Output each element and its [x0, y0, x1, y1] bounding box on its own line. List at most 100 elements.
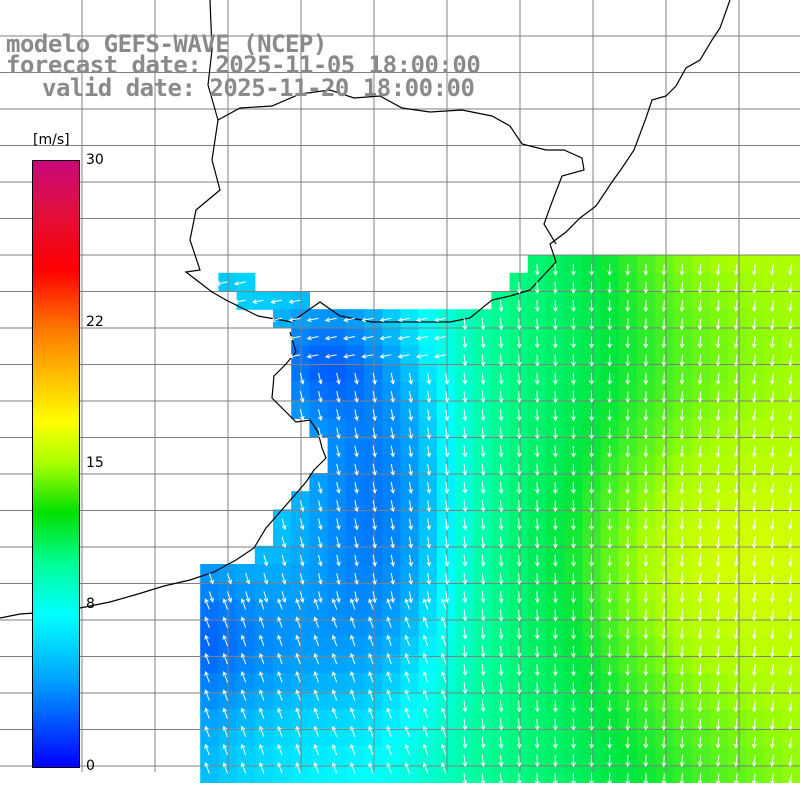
wind-arrow — [390, 554, 395, 567]
wind-arrow — [679, 427, 685, 440]
wind-arrow — [324, 317, 337, 323]
wind-cell — [382, 673, 401, 692]
wind-cell — [382, 618, 401, 638]
wind-cell — [309, 746, 329, 765]
wind-arrow — [733, 427, 739, 440]
wind-arrow — [607, 409, 613, 422]
wind-arrow — [661, 645, 667, 658]
wind-arrow — [788, 372, 793, 385]
wind-arrow — [480, 700, 486, 713]
wind-arrow — [270, 299, 283, 304]
wind-arrow — [480, 755, 486, 768]
wind-arrow — [480, 427, 486, 440]
wind-arrow — [589, 336, 594, 349]
wind-arrow — [607, 718, 613, 731]
wind-arrow — [751, 591, 757, 604]
wind-arrow — [299, 518, 305, 531]
wind-arrow — [354, 573, 359, 585]
wind-cell — [309, 327, 329, 347]
wind-arrow — [625, 627, 631, 640]
wind-arrow — [697, 281, 703, 294]
wind-arrow — [498, 300, 504, 313]
wind-cell — [418, 327, 438, 347]
wind-arrow — [788, 409, 793, 422]
wind-arrow — [299, 572, 305, 585]
wind-arrow — [697, 518, 703, 531]
wind-arrow — [715, 645, 721, 658]
wind-arrow — [770, 718, 775, 731]
wind-arrow — [222, 634, 228, 647]
wind-arrow — [534, 445, 540, 458]
wind-arrow — [770, 500, 775, 513]
wind-arrow — [679, 536, 685, 549]
wind-arrow — [441, 707, 447, 719]
wind-arrow — [625, 664, 631, 677]
wind-arrow — [415, 335, 428, 341]
wind-arrow — [697, 409, 703, 422]
wind-arrow — [462, 445, 468, 458]
wind-arrow — [625, 773, 631, 786]
wind-arrow — [679, 354, 685, 367]
wind-arrow — [462, 427, 468, 440]
wind-arrow — [534, 482, 540, 495]
wind-arrow — [534, 554, 540, 567]
wind-cell — [400, 764, 420, 783]
wind-arrow — [553, 482, 558, 495]
wind-arrow — [240, 671, 247, 683]
wind-arrow — [404, 707, 410, 719]
wind-arrow — [733, 682, 739, 695]
wind-cell — [364, 746, 383, 765]
wind-arrow — [589, 536, 594, 549]
wind-arrow — [770, 645, 775, 658]
wind-cell — [273, 709, 292, 729]
wind-arrow — [770, 409, 775, 422]
wind-arrow — [516, 463, 522, 476]
wind-arrow — [498, 773, 504, 786]
wind-arrow — [277, 707, 283, 719]
wind-cell — [200, 600, 219, 620]
wind-arrow — [372, 518, 377, 531]
wind-arrow — [390, 536, 395, 549]
wind-arrow — [441, 634, 447, 647]
wind-arrow — [589, 263, 594, 276]
wind-arrow — [733, 372, 739, 385]
wind-arrow — [571, 372, 576, 385]
wind-arrow — [350, 689, 356, 701]
wind-arrow — [390, 445, 395, 458]
wind-arrow — [607, 482, 613, 495]
wind-arrow — [553, 427, 558, 440]
wind-arrow — [607, 445, 613, 458]
colorbar — [32, 160, 80, 768]
wind-arrow — [571, 445, 576, 458]
wind-cell — [436, 764, 456, 783]
wind-cell — [382, 345, 401, 365]
wind-arrow — [372, 500, 377, 513]
wind-arrow — [397, 317, 410, 323]
wind-arrow — [625, 391, 631, 404]
wind-arrow — [715, 609, 721, 622]
map-title-valid-date: valid date: 2025-11-20 18:00:00 — [42, 74, 475, 102]
wind-arrow — [422, 707, 429, 719]
wind-arrow — [788, 336, 793, 349]
wind-arrow — [372, 409, 377, 422]
wind-arrow — [336, 536, 341, 549]
wind-arrow — [643, 609, 649, 622]
wind-arrow — [390, 573, 395, 585]
wind-arrow — [643, 554, 649, 567]
wind-arrow — [607, 518, 613, 531]
wind-arrow — [788, 627, 793, 640]
wind-arrow — [715, 336, 721, 349]
wind-arrow — [313, 652, 319, 665]
wind-arrow — [404, 671, 410, 683]
wind-arrow — [516, 372, 522, 385]
wind-cell — [273, 727, 292, 747]
wind-arrow — [679, 372, 685, 385]
wind-arrow — [607, 391, 613, 404]
wind-cell — [200, 727, 219, 747]
wind-arrow — [354, 409, 359, 422]
wind-arrow — [607, 500, 613, 513]
wind-arrow — [697, 718, 703, 731]
wind-cell — [400, 309, 420, 328]
wind-cell — [291, 764, 310, 783]
wind-cell — [345, 746, 365, 765]
